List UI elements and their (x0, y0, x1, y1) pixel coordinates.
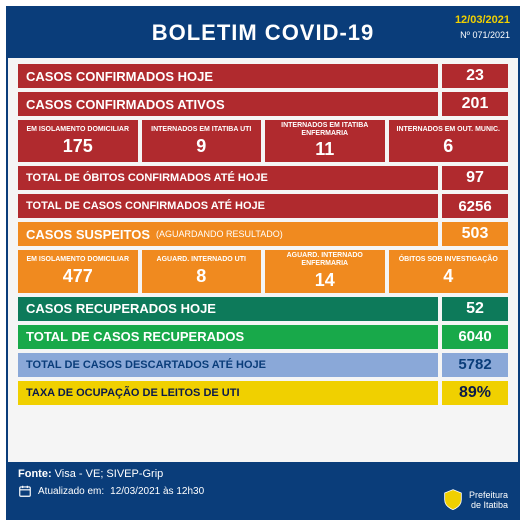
logo-text: Prefeitura de Itatiba (469, 490, 508, 510)
bulletin-container: BOLETIM COVID-19 12/03/2021 Nº 071/2021 … (6, 6, 520, 520)
logo-line2: de Itatiba (469, 500, 508, 510)
cell-susp-obitos: ÓBITOS SOB INVESTIGAÇÃO 4 (389, 250, 509, 292)
logo-line1: Prefeitura (469, 490, 508, 500)
cell-value: 8 (196, 266, 206, 287)
row-confirmados-ativos: CASOS CONFIRMADOS ATIVOS 201 (18, 92, 508, 116)
value-confirmados-hoje: 23 (442, 64, 508, 88)
header: BOLETIM COVID-19 12/03/2021 Nº 071/2021 (8, 8, 518, 58)
cell-label: AGUARD. INTERNADO UTI (157, 256, 246, 264)
cell-isolamento-dom: EM ISOLAMENTO DOMICILIAR 175 (18, 120, 138, 162)
row-total-recuperados: TOTAL DE CASOS RECUPERADOS 6040 (18, 325, 508, 349)
cell-label: ÓBITOS SOB INVESTIGAÇÃO (399, 256, 498, 264)
cell-value: 9 (196, 136, 206, 157)
cell-label: EM ISOLAMENTO DOMICILIAR (26, 256, 129, 264)
cell-value: 11 (315, 139, 334, 160)
header-title: BOLETIM COVID-19 (152, 20, 375, 46)
footer: Fonte: Visa - VE; SIVEP-Grip Atualizado … (8, 462, 518, 518)
label-ocupacao: TAXA DE OCUPAÇÃO DE LEITOS DE UTI (18, 381, 438, 405)
value-suspeitos: 503 (442, 222, 508, 246)
atualizado-row: Atualizado em: 12/03/2021 às 12h30 (18, 484, 508, 498)
value-obitos: 97 (442, 166, 508, 190)
grid-ativos-breakdown: EM ISOLAMENTO DOMICILIAR 175 INTERNADOS … (18, 120, 508, 162)
value-ocupacao: 89% (442, 381, 508, 405)
value-descartados: 5782 (442, 353, 508, 377)
header-number: Nº 071/2021 (460, 30, 510, 40)
cell-susp-isolamento: EM ISOLAMENTO DOMICILIAR 477 (18, 250, 138, 292)
content-area: CASOS CONFIRMADOS HOJE 23 CASOS CONFIRMA… (8, 58, 518, 405)
row-descartados: TOTAL DE CASOS DESCARTADOS ATÉ HOJE 5782 (18, 353, 508, 377)
label-descartados: TOTAL DE CASOS DESCARTADOS ATÉ HOJE (18, 353, 438, 377)
value-total-confirmados: 6256 (442, 194, 508, 218)
label-confirmados-hoje: CASOS CONFIRMADOS HOJE (18, 64, 438, 88)
row-total-confirmados: TOTAL DE CASOS CONFIRMADOS ATÉ HOJE 6256 (18, 194, 508, 218)
cell-out-munic: INTERNADOS EM OUT. MUNIC. 6 (389, 120, 509, 162)
footer-logo: Prefeitura de Itatiba (443, 488, 508, 512)
cell-susp-uti: AGUARD. INTERNADO UTI 8 (142, 250, 262, 292)
cell-value: 14 (315, 270, 335, 291)
label-suspeitos-text: CASOS SUSPEITOS (26, 227, 150, 242)
row-recuperados-hoje: CASOS RECUPERADOS HOJE 52 (18, 297, 508, 321)
header-date: 12/03/2021 (455, 14, 510, 26)
cell-value: 4 (443, 266, 453, 287)
value-confirmados-ativos: 201 (442, 92, 508, 116)
atualizado-label: Atualizado em: (38, 486, 104, 497)
row-obitos: TOTAL DE ÓBITOS CONFIRMADOS ATÉ HOJE 97 (18, 166, 508, 190)
label-confirmados-ativos: CASOS CONFIRMADOS ATIVOS (18, 92, 438, 116)
cell-value: 6 (443, 136, 453, 157)
cell-label: AGUARD. INTERNADO ENFERMARIA (267, 252, 383, 267)
cell-label: INTERNADOS EM ITATIBA UTI (151, 126, 251, 134)
value-total-recuperados: 6040 (442, 325, 508, 349)
row-confirmados-hoje: CASOS CONFIRMADOS HOJE 23 (18, 64, 508, 88)
shield-icon (443, 488, 463, 512)
fonte-label: Fonte: (18, 468, 52, 480)
row-suspeitos: CASOS SUSPEITOS (AGUARDANDO RESULTADO) 5… (18, 222, 508, 246)
label-recuperados-hoje: CASOS RECUPERADOS HOJE (18, 297, 438, 321)
calendar-icon (18, 484, 32, 498)
value-recuperados-hoje: 52 (442, 297, 508, 321)
atualizado-value: 12/03/2021 às 12h30 (110, 486, 204, 497)
fonte-value: Visa - VE; SIVEP-Grip (55, 468, 164, 480)
cell-uti: INTERNADOS EM ITATIBA UTI 9 (142, 120, 262, 162)
label-obitos: TOTAL DE ÓBITOS CONFIRMADOS ATÉ HOJE (18, 166, 438, 190)
label-total-recuperados: TOTAL DE CASOS RECUPERADOS (18, 325, 438, 349)
cell-susp-enfermaria: AGUARD. INTERNADO ENFERMARIA 14 (265, 250, 385, 292)
fonte-row: Fonte: Visa - VE; SIVEP-Grip (18, 468, 508, 480)
cell-label: INTERNADOS EM ITATIBA ENFERMARIA (267, 122, 383, 137)
cell-label: INTERNADOS EM OUT. MUNIC. (397, 126, 500, 134)
label-total-confirmados: TOTAL DE CASOS CONFIRMADOS ATÉ HOJE (18, 194, 438, 218)
cell-label: EM ISOLAMENTO DOMICILIAR (26, 126, 129, 134)
cell-enfermaria: INTERNADOS EM ITATIBA ENFERMARIA 11 (265, 120, 385, 162)
cell-value: 175 (63, 136, 93, 157)
row-ocupacao: TAXA DE OCUPAÇÃO DE LEITOS DE UTI 89% (18, 381, 508, 405)
cell-value: 477 (63, 266, 93, 287)
label-suspeitos-sub: (AGUARDANDO RESULTADO) (156, 229, 283, 239)
grid-suspeitos-breakdown: EM ISOLAMENTO DOMICILIAR 477 AGUARD. INT… (18, 250, 508, 292)
label-suspeitos: CASOS SUSPEITOS (AGUARDANDO RESULTADO) (18, 222, 438, 246)
